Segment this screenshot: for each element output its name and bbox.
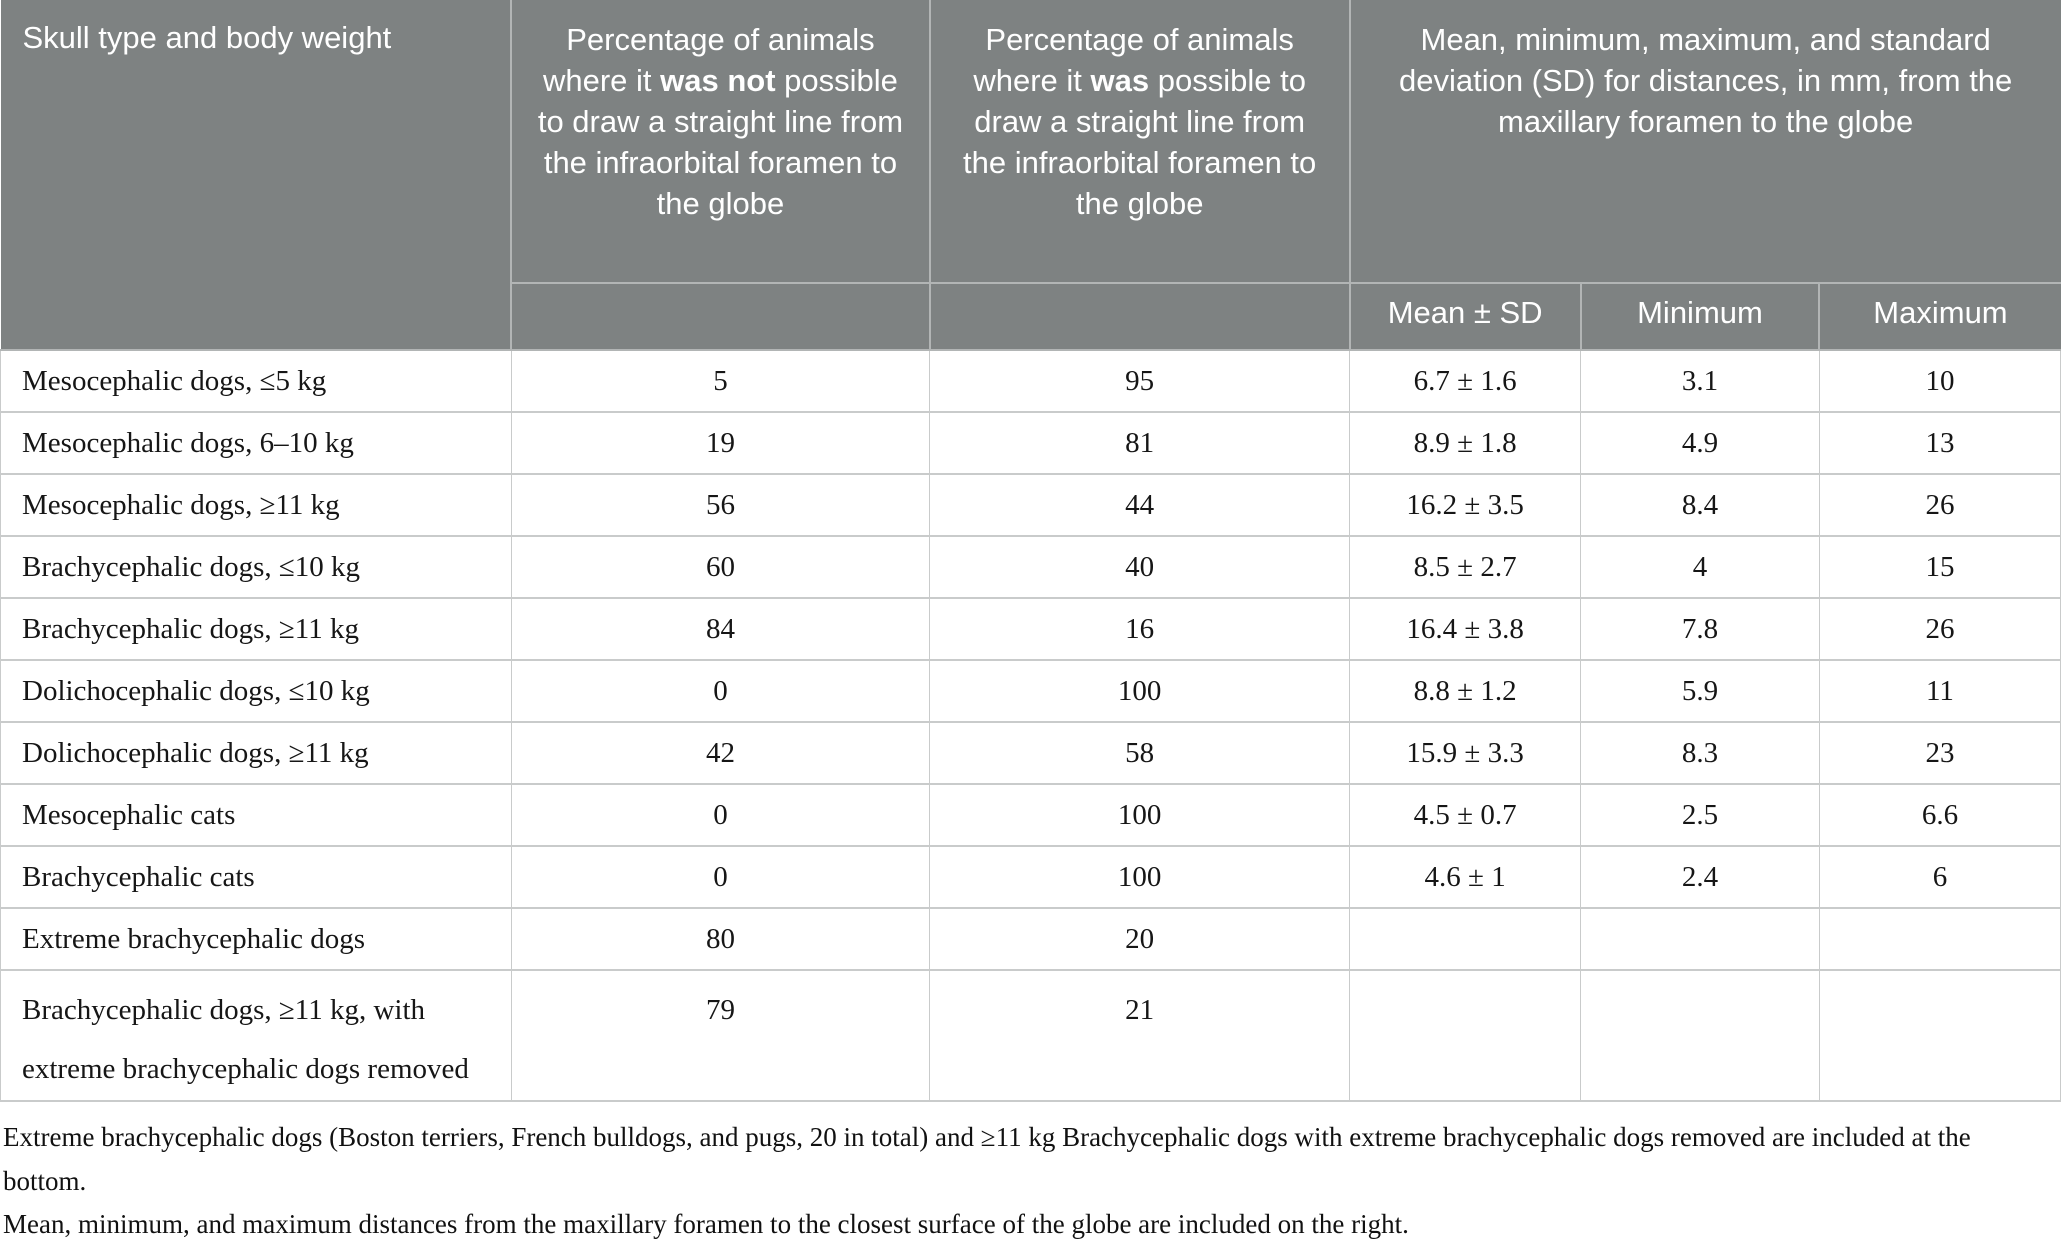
cell-value — [1349, 969, 1581, 1102]
cell-value: 0 — [510, 659, 931, 723]
cell-value — [1580, 969, 1820, 1102]
results-table: Skull type and body weight Percentage of… — [0, 0, 2061, 1102]
cell-value — [1818, 969, 2061, 1102]
cell-value: 4.6 ± 1 — [1349, 845, 1581, 909]
header-text: Percentage of animals where it — [542, 22, 875, 98]
cell-value: 4.5 ± 0.7 — [1349, 783, 1581, 847]
header-text-bold: was not — [660, 62, 776, 98]
row-label: Mesocephalic cats — [0, 783, 512, 847]
header-text: possible to draw a straight line from th… — [537, 62, 904, 221]
cell-value: 13 — [1818, 411, 2061, 475]
table-row: Extreme brachycephalic dogs 80 20 — [0, 907, 2061, 971]
cell-value: 3.1 — [1580, 349, 1820, 413]
cell-value: 16.4 ± 3.8 — [1349, 597, 1581, 661]
table-row: Mesocephalic dogs, 6–10 kg 19 81 8.9 ± 1… — [0, 411, 2061, 475]
table-footnotes: Extreme brachycephalic dogs (Boston terr… — [0, 1102, 2061, 1247]
table-row: Mesocephalic dogs, ≥11 kg 56 44 16.2 ± 3… — [0, 473, 2061, 537]
row-label: Brachycephalic cats — [0, 845, 512, 909]
cell-value: 56 — [510, 473, 931, 537]
subheader-maximum: Maximum — [1818, 282, 2061, 351]
cell-value — [1580, 907, 1820, 971]
cell-value: 5 — [510, 349, 931, 413]
row-label: Brachycephalic dogs, ≤10 kg — [0, 535, 512, 599]
cell-value: 100 — [929, 783, 1351, 847]
table-row: Brachycephalic dogs, ≥11 kg 84 16 16.4 ±… — [0, 597, 2061, 661]
cell-value: 42 — [510, 721, 931, 785]
table-row: Dolichocephalic dogs, ≥11 kg 42 58 15.9 … — [0, 721, 2061, 785]
cell-value: 84 — [510, 597, 931, 661]
cell-value: 7.8 — [1580, 597, 1820, 661]
cell-value: 0 — [510, 783, 931, 847]
table-row: Dolichocephalic dogs, ≤10 kg 0 100 8.8 ±… — [0, 659, 2061, 723]
cell-value: 100 — [929, 845, 1351, 909]
cell-value: 10 — [1818, 349, 2061, 413]
cell-value: 2.5 — [1580, 783, 1820, 847]
cell-value: 8.5 ± 2.7 — [1349, 535, 1581, 599]
cell-value: 16 — [929, 597, 1351, 661]
header-text-bold: was — [1090, 62, 1150, 98]
cell-value: 20 — [929, 907, 1351, 971]
header-empty-cell — [928, 282, 1351, 351]
row-label: Dolichocephalic dogs, ≥11 kg — [0, 721, 512, 785]
cell-value: 5.9 — [1580, 659, 1820, 723]
footnote-line-1: Extreme brachycephalic dogs (Boston terr… — [3, 1121, 1971, 1196]
header-empty-cell — [510, 282, 931, 351]
header-text: Percentage of animals where it — [973, 22, 1294, 98]
row-label: Dolichocephalic dogs, ≤10 kg — [0, 659, 512, 723]
header-text: possible to draw a straight line from th… — [963, 62, 1317, 221]
row-label: Mesocephalic dogs, ≤5 kg — [0, 349, 512, 413]
row-label: Mesocephalic dogs, 6–10 kg — [0, 411, 512, 475]
cell-value: 23 — [1818, 721, 2061, 785]
cell-value: 79 — [510, 969, 931, 1102]
table-row: Mesocephalic dogs, ≤5 kg 5 95 6.7 ± 1.6 … — [0, 349, 2061, 413]
cell-value: 4 — [1580, 535, 1820, 599]
cell-value: 16.2 ± 3.5 — [1349, 473, 1581, 537]
cell-value: 40 — [929, 535, 1351, 599]
row-label: Brachycephalic dogs, ≥11 kg, with extrem… — [0, 969, 512, 1102]
cell-value: 8.3 — [1580, 721, 1820, 785]
cell-value: 6.7 ± 1.6 — [1349, 349, 1581, 413]
cell-value: 0 — [510, 845, 931, 909]
cell-value — [1349, 907, 1581, 971]
cell-value: 8.8 ± 1.2 — [1349, 659, 1581, 723]
header-pct-possible: Percentage of animals where it was possi… — [928, 0, 1351, 284]
cell-value: 100 — [929, 659, 1351, 723]
cell-value: 2.4 — [1580, 845, 1820, 909]
row-label: Extreme brachycephalic dogs — [0, 907, 512, 971]
table-row: Mesocephalic cats 0 100 4.5 ± 0.7 2.5 6.… — [0, 783, 2061, 847]
header-pct-not-possible: Percentage of animals where it was not p… — [510, 0, 931, 284]
table-body: Mesocephalic dogs, ≤5 kg 5 95 6.7 ± 1.6 … — [0, 349, 2061, 1102]
header-skull-type: Skull type and body weight — [0, 0, 513, 351]
cell-value: 44 — [929, 473, 1351, 537]
cell-value: 80 — [510, 907, 931, 971]
cell-value: 8.9 ± 1.8 — [1349, 411, 1581, 475]
cell-value: 6.6 — [1818, 783, 2061, 847]
cell-value: 26 — [1818, 473, 2061, 537]
cell-value — [1818, 907, 2061, 971]
cell-value: 26 — [1818, 597, 2061, 661]
cell-value: 11 — [1818, 659, 2061, 723]
table-row: Brachycephalic dogs, ≤10 kg 60 40 8.5 ± … — [0, 535, 2061, 599]
cell-value: 60 — [510, 535, 931, 599]
cell-value: 19 — [510, 411, 931, 475]
cell-value: 95 — [929, 349, 1351, 413]
row-label: Brachycephalic dogs, ≥11 kg — [0, 597, 512, 661]
table-header: Skull type and body weight Percentage of… — [0, 0, 2061, 351]
cell-value: 58 — [929, 721, 1351, 785]
cell-value: 6 — [1818, 845, 2061, 909]
table-row: Brachycephalic cats 0 100 4.6 ± 1 2.4 6 — [0, 845, 2061, 909]
subheader-minimum: Minimum — [1579, 282, 1821, 351]
header-distances: Mean, minimum, maximum, and standard dev… — [1348, 0, 2061, 284]
cell-value: 81 — [929, 411, 1351, 475]
row-label: Mesocephalic dogs, ≥11 kg — [0, 473, 512, 537]
footnote-line-2: Mean, minimum, and maximum distances fro… — [3, 1209, 1409, 1240]
cell-value: 4.9 — [1580, 411, 1820, 475]
cell-value: 15 — [1818, 535, 2061, 599]
table-row: Brachycephalic dogs, ≥11 kg, with extrem… — [0, 969, 2061, 1102]
cell-value: 8.4 — [1580, 473, 1820, 537]
cell-value: 21 — [929, 969, 1351, 1102]
cell-value: 15.9 ± 3.3 — [1349, 721, 1581, 785]
subheader-mean-sd: Mean ± SD — [1348, 282, 1582, 351]
